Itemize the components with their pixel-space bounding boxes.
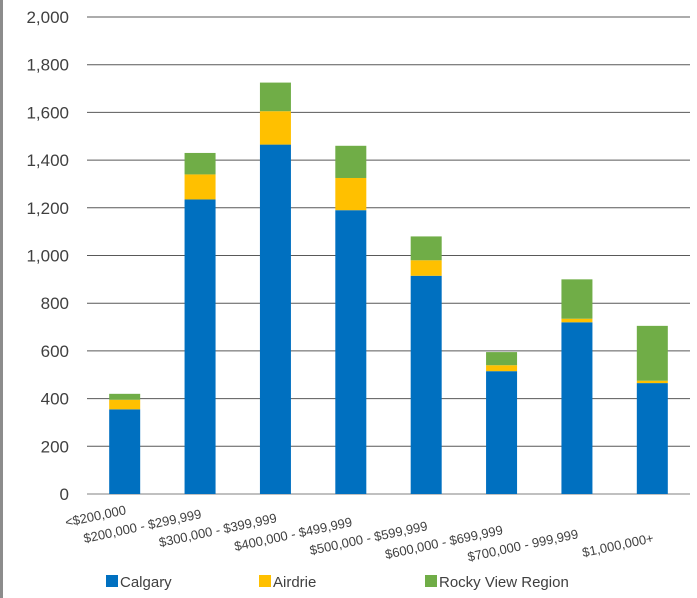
bar-segment-airdrie [410,260,442,276]
legend-label: Airdrie [273,574,316,591]
bars [109,82,668,494]
bar-segment-airdrie [636,380,668,384]
stacked-bar-chart: 0 200 400 600 800 1,000 1,200 1,400 1,600 1,800 2,… [26,8,690,591]
x-tick-label: $1,000,000+ [581,530,655,560]
bar-segment-rocky-view-region [410,236,442,261]
gridlines [87,16,690,495]
y-tick-label: 0 [60,485,69,504]
bar-segment-rocky-view-region [561,279,593,319]
y-tick-label: 2,000 [26,8,69,27]
bar-segment-airdrie [335,177,367,211]
bar-segment-rocky-view-region [335,145,367,178]
legend-label: Rocky View Region [439,574,569,591]
bar-segment-airdrie [486,365,518,372]
y-tick-label: 1,600 [26,103,69,122]
bar-segment-rocky-view-region [184,152,216,175]
y-tick-label: 200 [41,437,69,456]
bar-segment-calgary [184,199,216,494]
bar-segment-rocky-view-region [259,82,291,112]
bar-segment-calgary [636,383,668,494]
legend-swatch-airdrie [259,575,271,587]
bar-segment-airdrie [259,111,291,145]
legend-swatch-calgary [106,575,118,587]
bar-segment-calgary [486,371,518,494]
y-axis-tick-labels: 0 200 400 600 800 1,000 1,200 1,400 1,600 1,800 2,… [26,8,69,504]
bar-segment-rocky-view-region [109,393,141,400]
bar-segment-airdrie [109,399,141,410]
y-tick-label: 800 [41,294,69,313]
legend: Calgary Airdrie Rocky View Region [106,574,569,591]
y-tick-label: 600 [41,342,69,361]
y-tick-label: 1,800 [26,56,69,75]
x-axis-tick-labels: <$200,000$200,000 - $299,999$300,000 - $… [64,502,655,564]
bar-segment-calgary [109,409,141,494]
bar-segment-rocky-view-region [636,325,668,381]
y-tick-label: 1,200 [26,199,69,218]
bar-segment-airdrie [184,174,216,200]
y-tick-label: 400 [41,390,69,409]
y-tick-label: 1,000 [26,247,69,266]
bar-segment-calgary [561,322,593,494]
legend-label: Calgary [120,574,172,591]
bar-segment-airdrie [561,318,593,323]
bar-segment-rocky-view-region [486,352,518,366]
bar-segment-calgary [410,275,442,494]
bar-segment-calgary [259,144,291,494]
bar-segment-calgary [335,210,367,494]
y-tick-label: 1,400 [26,151,69,170]
legend-swatch-rocky-view-region [425,575,437,587]
